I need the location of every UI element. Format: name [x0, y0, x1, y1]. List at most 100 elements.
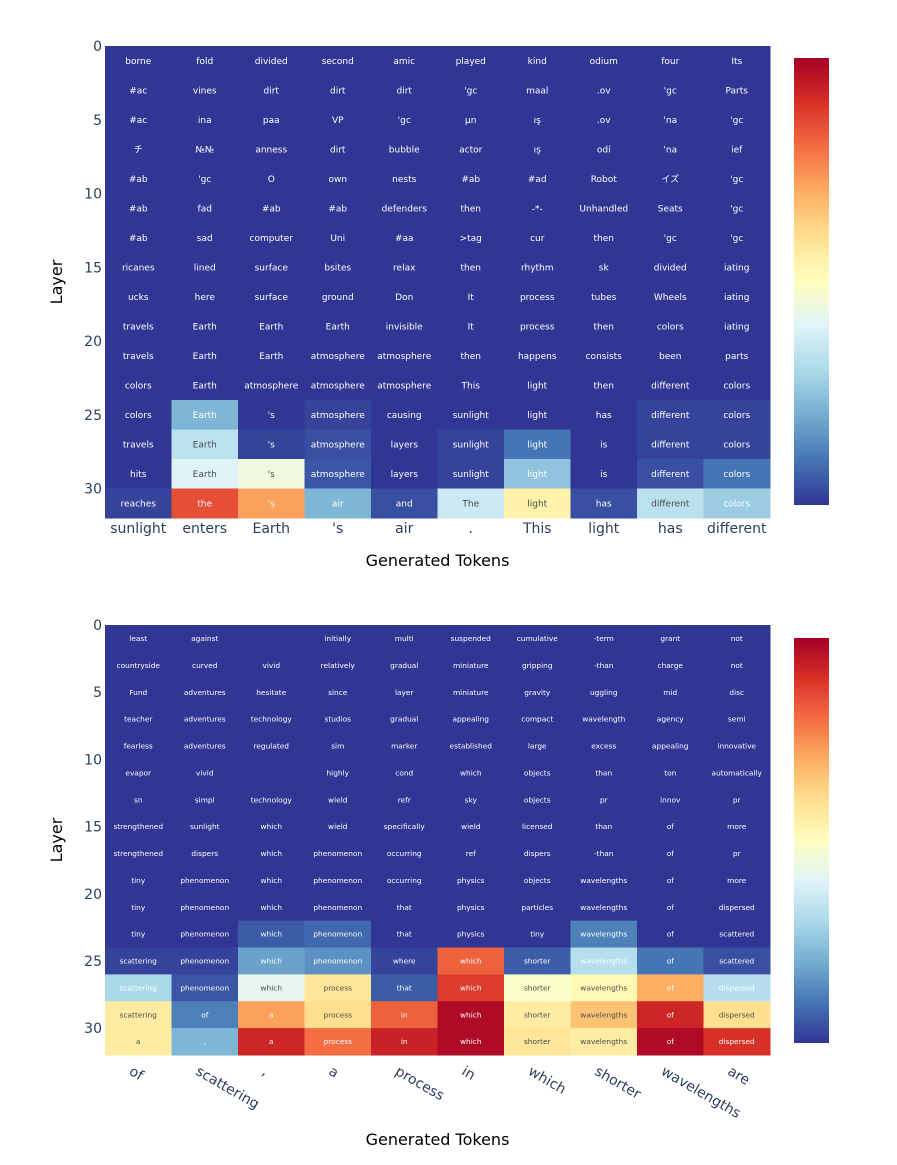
cell-label: here	[195, 293, 216, 303]
cell-label: occurring	[387, 876, 422, 885]
heatmap-cell	[105, 732, 172, 760]
x-tick-label: are	[725, 1064, 753, 1089]
cell-label: 'gc	[198, 175, 211, 185]
cell-label: #ab	[129, 175, 148, 185]
heatmap-cell	[171, 893, 239, 922]
cell-label: evapor	[125, 768, 152, 777]
cell-label: then	[461, 263, 481, 273]
cell-label: ucks	[128, 293, 149, 303]
heatmap-cell	[570, 651, 638, 680]
heatmap-cell	[570, 947, 638, 975]
heatmap-cell	[504, 341, 571, 371]
heatmap-cell	[703, 678, 771, 707]
heatmap-cell	[504, 705, 571, 734]
heatmap-cell	[371, 282, 438, 312]
cell-label: and	[396, 499, 413, 509]
cell-label: Earth	[193, 381, 217, 391]
cell-label: physics	[457, 876, 485, 885]
heatmap-cell	[238, 105, 305, 135]
cell-label: different	[651, 470, 690, 480]
heatmap-cell	[570, 678, 638, 707]
cell-label: marker	[391, 742, 418, 751]
cell-label: paa	[263, 116, 280, 126]
cell-label: 's	[268, 440, 275, 450]
heatmap-cell	[304, 429, 372, 460]
cell-label: gravity	[524, 688, 551, 697]
heatmap-cell	[637, 370, 704, 401]
cell-label: 'gc	[730, 175, 743, 185]
y-tick-label: 10	[84, 187, 102, 203]
cell-label: shorter	[524, 1010, 552, 1019]
heatmap-cell	[570, 705, 638, 734]
x-tick-label: .	[469, 521, 473, 537]
y-tick-label: 0	[93, 39, 102, 55]
heatmap-cell	[504, 920, 571, 949]
cell-label: ief	[731, 145, 743, 155]
cell-label: different	[651, 381, 690, 391]
y-axis-title: Layer	[47, 817, 66, 862]
heatmap-cell	[504, 223, 571, 253]
heatmap-cell	[570, 164, 638, 194]
cell-label: licensed	[522, 822, 553, 831]
cell-label: Earth	[326, 322, 350, 332]
cell-label: been	[659, 352, 682, 362]
cell-label: disc	[729, 688, 744, 697]
cell-label: #ac	[129, 86, 147, 96]
cell-label: Earth	[193, 411, 217, 421]
heatmap-cell	[504, 651, 571, 680]
heatmap-cell	[570, 46, 638, 76]
cell-label: process	[324, 1010, 353, 1019]
heatmap-cell	[437, 488, 505, 519]
heatmap-cell	[637, 75, 704, 106]
cell-label: particles	[521, 903, 553, 912]
cell-label: technology	[251, 795, 293, 804]
cell-label: gradual	[390, 661, 418, 670]
cell-label: wield	[328, 822, 348, 831]
y-tick-label: 5	[93, 113, 102, 129]
heatmap-cell	[637, 459, 704, 489]
heatmap-cell	[371, 223, 438, 253]
heatmap-cell	[637, 974, 704, 1002]
heatmap-cell	[371, 193, 438, 224]
cell-label: colors	[125, 411, 152, 421]
heatmap-cell	[171, 341, 239, 371]
heatmap-cell	[570, 400, 638, 430]
heatmap-cell	[570, 193, 638, 224]
heatmap-cell	[437, 282, 505, 312]
cell-label: which	[260, 983, 282, 992]
heatmap-cell	[371, 893, 438, 922]
heatmap-cell	[304, 193, 372, 224]
cell-label: that	[397, 903, 412, 912]
heatmap-cell	[238, 134, 305, 165]
heatmap-cell	[703, 252, 771, 283]
cell-label: different	[651, 499, 690, 509]
cell-label: Seats	[658, 204, 683, 214]
y-tick-label: 30	[84, 482, 102, 498]
cell-label: dispersed	[719, 903, 755, 912]
cell-label: scattering	[120, 957, 158, 966]
cell-label: colors	[723, 411, 750, 421]
heatmap-cell	[703, 105, 771, 135]
cell-label: second	[322, 57, 354, 67]
heatmap-cell	[703, 341, 771, 371]
cell-label: sn	[134, 795, 143, 804]
cell-label: チ	[134, 144, 143, 155]
heatmap-cell	[105, 164, 172, 194]
heatmap-cell	[437, 134, 505, 165]
heatmap-cell	[637, 282, 704, 312]
heatmap-cell	[105, 341, 172, 371]
cell-label: actor	[459, 145, 482, 155]
heatmap-cell	[371, 429, 438, 460]
heatmap-cell	[504, 786, 571, 814]
heatmap-cell	[570, 786, 638, 814]
heatmap-cell	[105, 1001, 172, 1029]
heatmap-cell	[105, 625, 172, 653]
heatmap-cell	[637, 678, 704, 707]
cell-label: tubes	[591, 293, 616, 303]
heatmap-cell	[437, 370, 505, 401]
cell-label: shorter	[524, 1037, 552, 1046]
cell-label: wield	[328, 795, 348, 804]
cell-label: that	[397, 983, 412, 992]
heatmap-cell	[570, 974, 638, 1002]
heatmap-cell	[637, 651, 704, 680]
